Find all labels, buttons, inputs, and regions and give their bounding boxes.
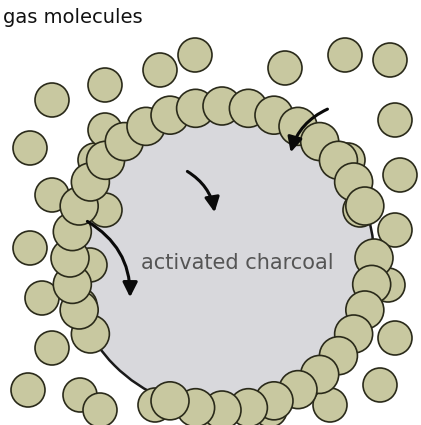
- Circle shape: [320, 141, 357, 179]
- Circle shape: [60, 291, 98, 329]
- Circle shape: [320, 337, 357, 375]
- Circle shape: [88, 193, 122, 227]
- Circle shape: [13, 131, 47, 165]
- Circle shape: [178, 38, 212, 72]
- Circle shape: [127, 108, 165, 145]
- Circle shape: [176, 389, 215, 425]
- Circle shape: [70, 106, 374, 410]
- Circle shape: [203, 87, 241, 125]
- Circle shape: [63, 378, 97, 412]
- Circle shape: [13, 231, 47, 265]
- Circle shape: [279, 108, 317, 145]
- Circle shape: [83, 393, 117, 425]
- Circle shape: [378, 321, 412, 355]
- Circle shape: [355, 239, 393, 277]
- Circle shape: [35, 178, 69, 212]
- Circle shape: [346, 187, 384, 225]
- Text: activated charcoal: activated charcoal: [141, 253, 333, 273]
- Circle shape: [383, 158, 417, 192]
- Circle shape: [346, 291, 384, 329]
- Circle shape: [60, 187, 98, 225]
- FancyArrowPatch shape: [88, 221, 136, 294]
- Circle shape: [371, 268, 405, 302]
- Circle shape: [328, 38, 362, 72]
- Circle shape: [143, 53, 177, 87]
- Circle shape: [331, 143, 365, 177]
- Circle shape: [301, 122, 339, 161]
- Circle shape: [88, 68, 122, 102]
- Circle shape: [203, 391, 241, 425]
- Circle shape: [11, 373, 45, 407]
- Circle shape: [378, 213, 412, 247]
- Circle shape: [78, 143, 112, 177]
- Circle shape: [138, 388, 172, 422]
- Circle shape: [378, 103, 412, 137]
- Circle shape: [35, 331, 69, 365]
- Circle shape: [255, 96, 293, 134]
- Circle shape: [373, 43, 407, 77]
- Circle shape: [279, 371, 317, 408]
- Circle shape: [51, 239, 89, 277]
- Circle shape: [151, 382, 189, 420]
- Circle shape: [72, 315, 109, 353]
- Circle shape: [25, 281, 59, 315]
- Circle shape: [176, 89, 215, 128]
- Circle shape: [255, 382, 293, 420]
- Circle shape: [343, 193, 377, 227]
- Circle shape: [63, 288, 97, 322]
- Circle shape: [72, 163, 109, 201]
- Circle shape: [53, 212, 91, 251]
- Circle shape: [88, 113, 122, 147]
- Circle shape: [268, 51, 302, 85]
- Circle shape: [229, 89, 267, 128]
- Circle shape: [87, 141, 125, 179]
- Text: gas molecules: gas molecules: [3, 8, 143, 27]
- Circle shape: [335, 163, 373, 201]
- Circle shape: [335, 315, 373, 353]
- Circle shape: [105, 122, 143, 161]
- Circle shape: [35, 83, 69, 117]
- Circle shape: [151, 96, 189, 134]
- Circle shape: [53, 265, 91, 303]
- Circle shape: [313, 388, 347, 422]
- Circle shape: [363, 368, 397, 402]
- Circle shape: [73, 248, 107, 282]
- Circle shape: [301, 355, 339, 394]
- Circle shape: [353, 265, 391, 303]
- Circle shape: [229, 389, 267, 425]
- FancyArrowPatch shape: [187, 171, 218, 209]
- FancyArrowPatch shape: [289, 109, 328, 149]
- Circle shape: [193, 396, 227, 425]
- Circle shape: [253, 393, 287, 425]
